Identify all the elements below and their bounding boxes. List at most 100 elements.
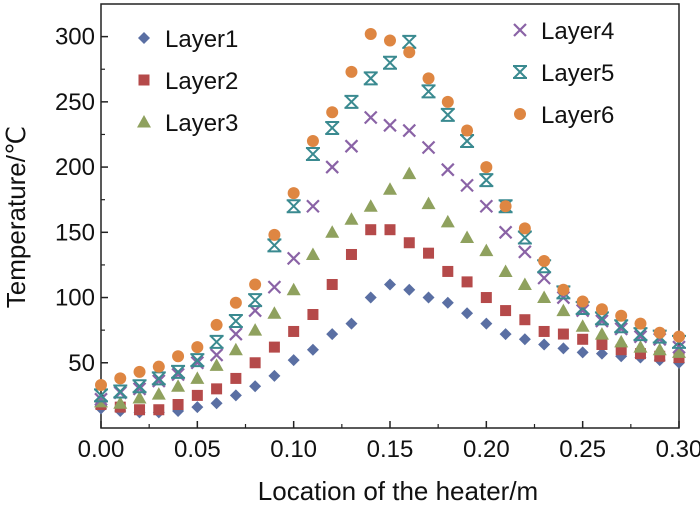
data-point	[229, 327, 243, 341]
data-point	[423, 247, 435, 259]
data-point	[229, 296, 242, 309]
data-point	[518, 333, 531, 346]
series-layer2	[95, 224, 685, 416]
data-point	[325, 160, 339, 174]
data-point	[249, 357, 261, 369]
data-point	[363, 199, 378, 212]
data-point	[172, 399, 184, 411]
data-point	[673, 330, 685, 343]
data-point	[441, 162, 455, 177]
legend-item-layer6: Layer6	[514, 102, 614, 129]
data-point	[248, 293, 263, 308]
data-point	[594, 311, 609, 326]
data-point	[538, 338, 551, 351]
data-point	[403, 283, 416, 296]
data-point	[480, 317, 493, 330]
data-point	[479, 243, 494, 257]
data-point	[518, 222, 531, 235]
data-point	[229, 389, 242, 402]
data-point	[209, 358, 224, 371]
data-point	[230, 372, 242, 384]
data-point	[94, 388, 108, 403]
x-tick-label: 0.15	[367, 436, 414, 463]
data-point	[557, 283, 570, 296]
data-point	[191, 401, 204, 414]
data-point	[519, 314, 531, 326]
y-tick-label: 300	[55, 24, 95, 51]
data-point	[209, 348, 224, 362]
data-point	[517, 230, 532, 245]
y-tick-label: 200	[55, 154, 95, 181]
data-point	[113, 396, 128, 409]
data-point	[537, 271, 551, 285]
data-point	[171, 364, 186, 379]
data-point	[172, 350, 185, 363]
data-point	[151, 387, 166, 400]
data-point	[191, 341, 204, 354]
y-axis: 50 100 150 200 250 300	[55, 24, 108, 396]
data-point	[480, 292, 492, 304]
data-point	[461, 124, 474, 137]
data-point	[460, 178, 474, 193]
data-point	[209, 334, 224, 349]
data-point	[498, 264, 513, 277]
data-point	[286, 251, 301, 266]
data-point	[421, 84, 436, 99]
data-point	[577, 333, 589, 345]
data-point	[402, 166, 417, 180]
data-point	[228, 342, 243, 356]
data-point	[383, 55, 397, 70]
data-point	[633, 327, 648, 342]
data-point	[479, 173, 494, 188]
data-point	[383, 182, 397, 195]
data-point	[267, 280, 282, 294]
data-point	[210, 397, 223, 410]
data-point	[422, 72, 435, 85]
legend-label: Layer3	[165, 110, 238, 137]
legend-label: Layer6	[541, 102, 614, 129]
legend: Layer1 Layer2 Layer3 Layer4 Layer5 Layer6	[137, 18, 614, 137]
data-point	[518, 245, 532, 259]
data-point	[134, 404, 146, 416]
data-point	[441, 95, 454, 108]
data-point	[596, 339, 608, 351]
x-tick-label: 0.10	[270, 436, 317, 463]
data-point	[538, 255, 551, 268]
data-point	[345, 317, 358, 330]
data-point	[576, 295, 589, 308]
data-point	[441, 296, 454, 309]
data-point	[306, 343, 319, 356]
legend-item-layer1: Layer1	[138, 26, 238, 53]
series-layer3	[94, 166, 686, 409]
data-point	[538, 325, 550, 337]
legend-marker	[513, 65, 527, 79]
data-point	[267, 306, 282, 319]
data-point	[500, 305, 512, 317]
data-point	[557, 342, 570, 355]
data-point	[422, 291, 435, 304]
data-point	[363, 110, 378, 125]
data-point	[594, 327, 609, 340]
data-point	[249, 278, 262, 291]
data-point	[210, 318, 223, 331]
data-point	[537, 290, 552, 304]
data-point	[384, 34, 396, 47]
legend-marker	[514, 108, 526, 120]
data-point	[345, 65, 358, 78]
data-point	[326, 106, 339, 119]
x-tick-label: 0.30	[656, 436, 700, 463]
y-tick-label: 100	[55, 285, 95, 312]
data-point	[287, 187, 300, 200]
series-layer6	[95, 28, 685, 391]
data-point	[268, 228, 281, 241]
data-point	[151, 371, 166, 386]
data-point	[211, 383, 223, 395]
y-tick-label: 150	[55, 219, 95, 246]
data-point	[614, 319, 629, 334]
data-point	[557, 328, 569, 340]
series-layer4	[94, 110, 686, 407]
data-point	[440, 214, 455, 228]
legend-item-layer3: Layer3	[137, 110, 238, 137]
data-point	[326, 278, 338, 290]
data-point	[383, 118, 397, 133]
